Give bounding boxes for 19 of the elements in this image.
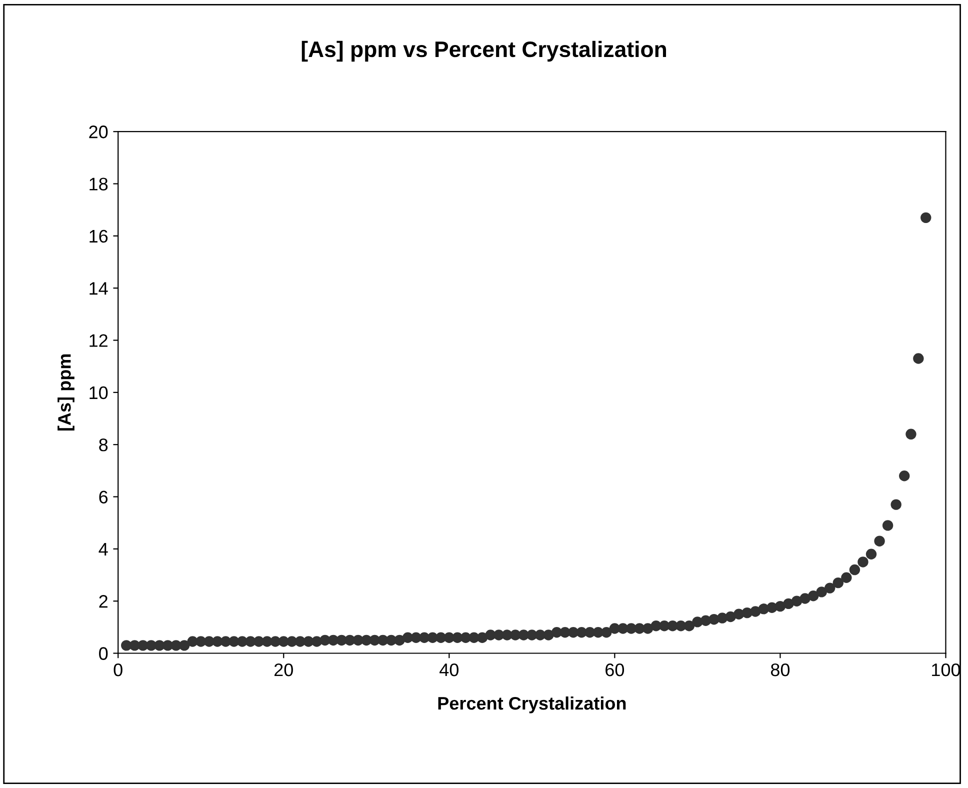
y-tick-label: 8 [99, 438, 108, 452]
y-tick-label: 0 [99, 647, 108, 660]
y-tick-label: 10 [90, 386, 108, 400]
y-tick-label: 4 [98, 543, 108, 556]
y-tick-label: 16 [90, 230, 108, 243]
x-tick-label: 0 [114, 663, 122, 676]
y-tick-label: 12 [90, 334, 108, 347]
x-axis-title: Percent Crystalization [438, 696, 626, 714]
y-axis-title: [As] ppm [58, 354, 74, 431]
y-tick-label: 2 [99, 595, 108, 608]
x-tick-label: 60 [606, 663, 624, 676]
x-tick-label: 20 [274, 663, 293, 676]
y-tick-label: 14 [90, 282, 108, 295]
chart-title: [As] ppm vs Percent Crystalization [302, 40, 666, 62]
x-tick-label: 40 [440, 663, 458, 676]
y-tick-label: 6 [99, 490, 108, 504]
y-tick-label: 18 [90, 178, 108, 190]
x-tick-label: 80 [770, 663, 790, 676]
y-tick-label: 20 [89, 126, 108, 138]
